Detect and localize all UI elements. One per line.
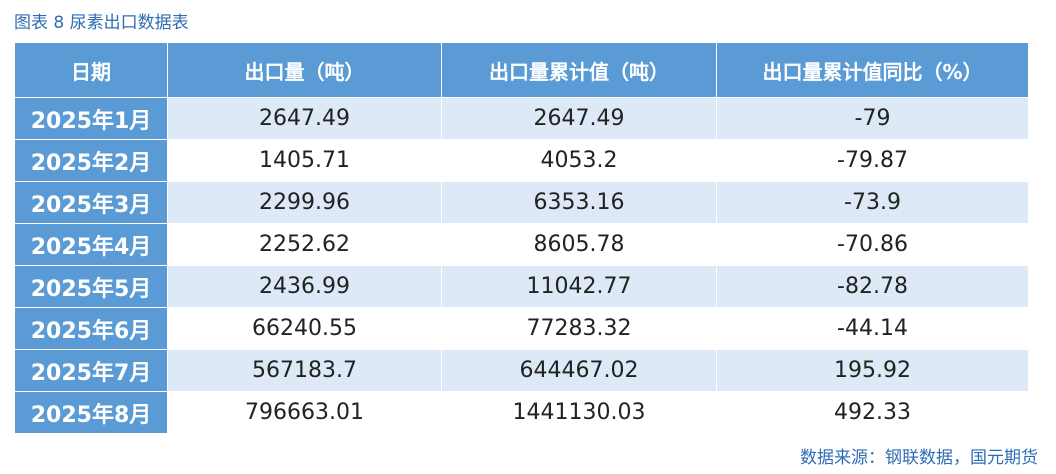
date-cell: 2025年3月 — [14, 181, 168, 224]
date-cell: 2025年8月 — [14, 391, 168, 434]
value-cell: -79 — [716, 97, 1029, 140]
source-note: 数据来源：钢联数据，国元期货 — [800, 448, 1038, 468]
value-cell: 66240.55 — [167, 307, 442, 350]
value-cell: 2436.99 — [167, 265, 442, 308]
value-cell: 11042.77 — [441, 265, 717, 308]
table-row: 2025年4月 2252.62 8605.78 -70.86 — [14, 223, 1029, 266]
value-cell: 195.92 — [716, 349, 1029, 392]
table-row: 2025年3月 2299.96 6353.16 -73.9 — [14, 181, 1029, 224]
data-table: 日期 出口量（吨） 出口量累计值（吨） 出口量累计值同比（%） 2025年1月 2647… — [14, 42, 1029, 434]
column-header: 出口量累计值同比（%） — [716, 42, 1029, 98]
value-cell: 6353.16 — [441, 181, 717, 224]
table-row: 2025年7月 567183.7 644467.02 195.92 — [14, 349, 1029, 392]
table-row: 2025年5月 2436.99 11042.77 -82.78 — [14, 265, 1029, 308]
table-row: 2025年2月 1405.71 4053.2 -79.87 — [14, 139, 1029, 182]
value-cell: 644467.02 — [441, 349, 717, 392]
value-cell: -70.86 — [716, 223, 1029, 266]
value-cell: 2647.49 — [167, 97, 442, 140]
date-cell: 2025年6月 — [14, 307, 168, 350]
value-cell: 1441130.03 — [441, 391, 717, 434]
value-cell: 567183.7 — [167, 349, 442, 392]
value-cell: 2252.62 — [167, 223, 442, 266]
value-cell: 8605.78 — [441, 223, 717, 266]
value-cell: 796663.01 — [167, 391, 442, 434]
value-cell: 1405.71 — [167, 139, 442, 182]
table-row: 2025年8月 796663.01 1441130.03 492.33 — [14, 391, 1029, 434]
date-cell: 2025年2月 — [14, 139, 168, 182]
table-row: 2025年1月 2647.49 2647.49 -79 — [14, 97, 1029, 140]
title: 图表 8 尿素出口数据表 — [14, 13, 189, 33]
column-header: 日期 — [14, 42, 168, 98]
value-cell: -82.78 — [716, 265, 1029, 308]
date-cell: 2025年1月 — [14, 97, 168, 140]
value-cell: -44.14 — [716, 307, 1029, 350]
date-cell: 2025年4月 — [14, 223, 168, 266]
table-row: 2025年6月 66240.55 77283.32 -44.14 — [14, 307, 1029, 350]
value-cell: 77283.32 — [441, 307, 717, 350]
value-cell: -79.87 — [716, 139, 1029, 182]
date-cell: 2025年7月 — [14, 349, 168, 392]
date-cell: 2025年5月 — [14, 265, 168, 308]
value-cell: 4053.2 — [441, 139, 717, 182]
value-cell: 2299.96 — [167, 181, 442, 224]
header-row: 日期 出口量（吨） 出口量累计值（吨） 出口量累计值同比（%） — [14, 42, 1029, 98]
value-cell: 492.33 — [716, 391, 1029, 434]
column-header: 出口量（吨） — [167, 42, 442, 98]
column-header: 出口量累计值（吨） — [441, 42, 717, 98]
value-cell: 2647.49 — [441, 97, 717, 140]
value-cell: -73.9 — [716, 181, 1029, 224]
